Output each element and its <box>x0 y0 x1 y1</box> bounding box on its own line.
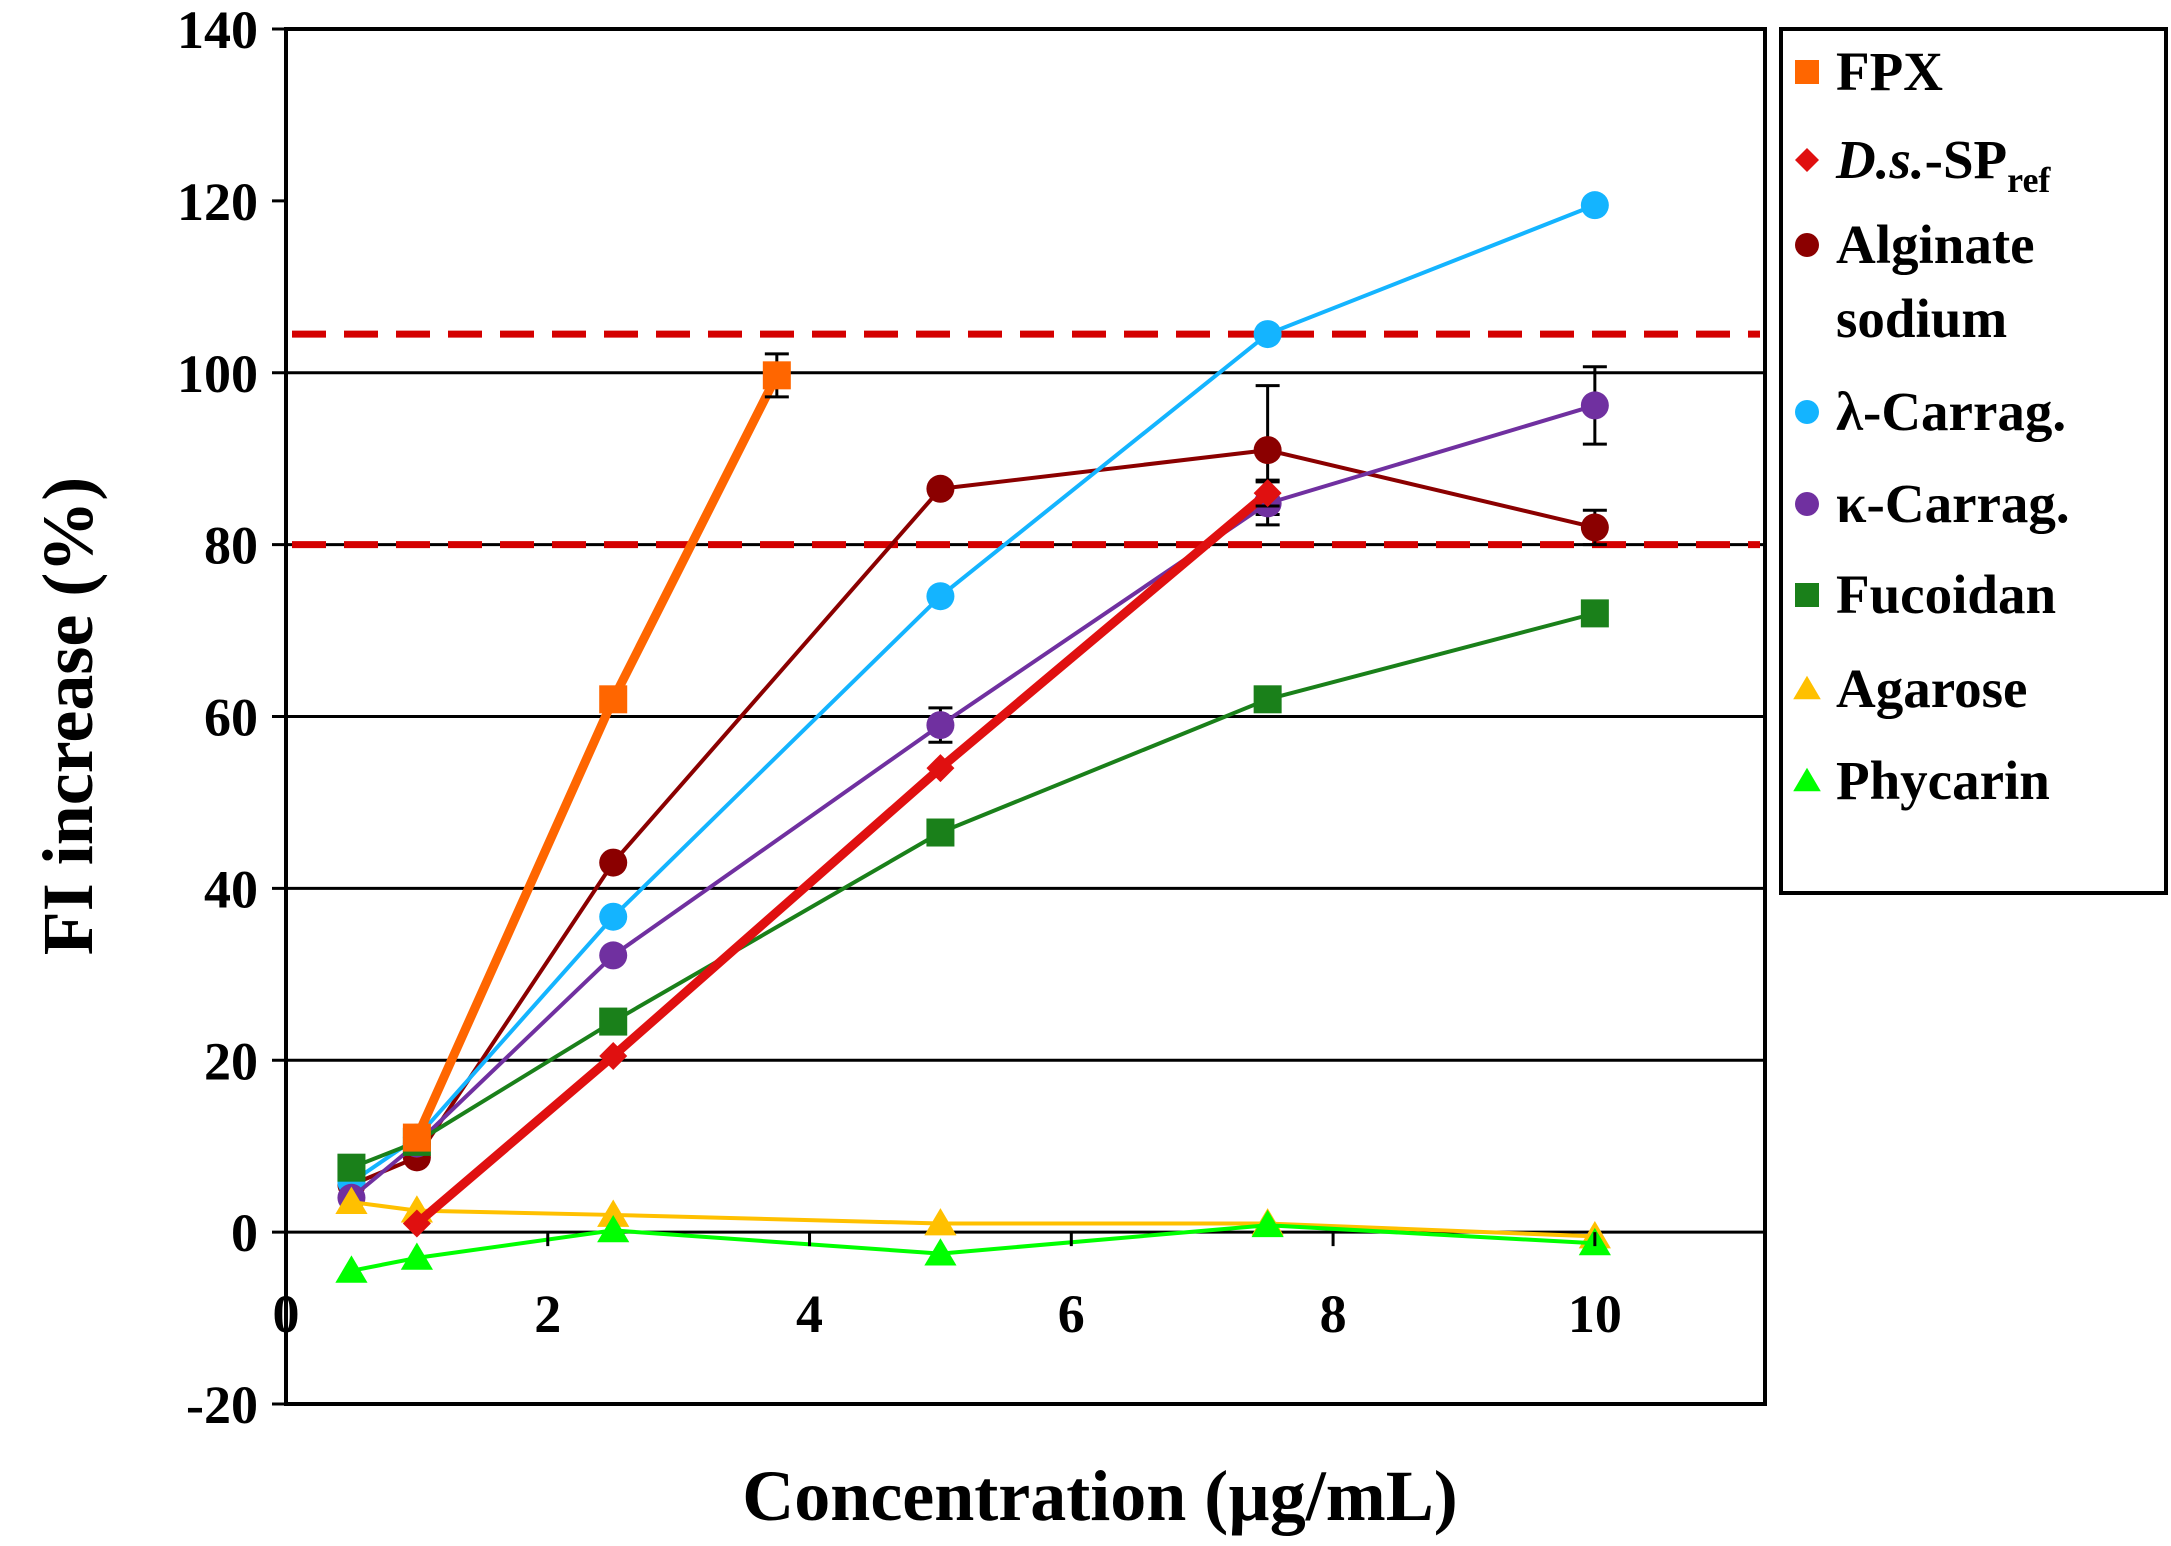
y-tick-label: 140 <box>177 0 258 60</box>
x-axis-title: Concentration (µg/mL) <box>742 1456 1457 1536</box>
series-line <box>413 489 1271 1227</box>
legend-entry: κ-Carrag. <box>1795 473 2070 534</box>
y-tick-label: 40 <box>204 859 258 919</box>
series-layer <box>335 191 1611 1283</box>
x-tick-label: 6 <box>1058 1284 1085 1344</box>
data-point <box>926 474 955 503</box>
y-tick-label: 0 <box>231 1203 258 1263</box>
y-tick-label: 80 <box>204 516 258 576</box>
series--carrag- <box>337 365 1609 1212</box>
series-agarose <box>335 1186 1611 1249</box>
x-tick-label: 2 <box>534 1284 561 1344</box>
legend-box <box>1779 27 2168 895</box>
legend-label: FPX <box>1836 41 1943 102</box>
legend-marker <box>1795 583 1819 607</box>
legend-label: sodium <box>1836 288 2007 349</box>
data-point <box>400 1242 433 1270</box>
legend-label: Alginate <box>1836 214 2035 275</box>
legend-label: Fucoidan <box>1836 564 2056 625</box>
legend-marker <box>1795 233 1819 257</box>
y-axis-title: FI increase (%) <box>28 477 108 956</box>
series-line <box>350 611 1596 1170</box>
data-point <box>1580 391 1609 420</box>
data-point <box>1580 191 1609 220</box>
legend-marker <box>1795 400 1819 424</box>
legend-label: λ-Carrag. <box>1836 381 2066 442</box>
legend-entry: Alginate sodium <box>1795 214 2035 349</box>
y-tick-label: 120 <box>177 172 258 232</box>
data-point <box>1253 685 1282 714</box>
data-point <box>335 1255 368 1283</box>
data-point <box>924 1238 957 1266</box>
data-point <box>337 1153 366 1182</box>
legend-label: D.s.-SPref <box>1835 129 2051 200</box>
series-line <box>350 203 1596 1184</box>
series-line <box>350 403 1596 1200</box>
series-line <box>351 1223 1595 1273</box>
y-axis-ticks: -20 0 20 40 60 80 100 120 140 <box>177 0 286 1435</box>
data-point <box>924 1208 957 1236</box>
legend-marker <box>1793 767 1821 792</box>
data-point <box>599 848 628 877</box>
data-point <box>1253 320 1282 349</box>
legend-entry: FPX <box>1795 41 1943 102</box>
data-point <box>926 818 955 847</box>
series-fpx <box>402 352 791 1152</box>
x-tick-label: 10 <box>1568 1284 1622 1344</box>
data-point <box>597 1199 630 1227</box>
data-point <box>402 1123 431 1152</box>
y-tick-label: 20 <box>204 1031 258 1091</box>
data-point <box>599 685 628 714</box>
legend-label-suffix: -SP <box>1925 129 2008 190</box>
legend-label: κ-Carrag. <box>1836 473 2070 534</box>
y-tick-label: 60 <box>204 688 258 748</box>
legend-marker <box>1795 60 1819 84</box>
legend-marker <box>1795 492 1819 516</box>
series-phycarin <box>335 1209 1611 1283</box>
series-line <box>351 1200 1595 1239</box>
data-point <box>597 1215 630 1243</box>
y-tick-label: 100 <box>177 344 258 404</box>
legend-marker <box>1795 148 1819 172</box>
series-alginate-sodium <box>337 384 1609 1199</box>
data-point <box>1253 479 1282 508</box>
legend-label-italic: D.s. <box>1835 129 1925 190</box>
x-tick-label: 0 <box>273 1284 300 1344</box>
data-point <box>599 902 628 931</box>
x-tick-label: 4 <box>796 1284 823 1344</box>
legend-entry: Fucoidan <box>1795 564 2056 625</box>
legend-label: Phycarin <box>1836 750 2050 811</box>
legend-entry: D.s.-SPref <box>1795 129 2051 200</box>
data-point <box>402 1209 431 1238</box>
series-line <box>412 373 781 1140</box>
x-axis-ticks: 0 2 4 6 8 10 <box>273 1232 1622 1344</box>
data-point <box>926 582 955 611</box>
data-point <box>335 1186 368 1214</box>
data-point <box>1253 436 1282 465</box>
data-point <box>1580 513 1609 542</box>
gridlines <box>286 371 1765 1234</box>
legend-entry: Agarose <box>1793 658 2027 719</box>
legend-label-subscript: ref <box>2007 160 2051 200</box>
legend-marker <box>1793 675 1821 700</box>
series--carrag- <box>337 191 1609 1197</box>
data-point <box>762 361 791 390</box>
x-tick-label: 8 <box>1320 1284 1347 1344</box>
legend-entry: λ-Carrag. <box>1795 381 2066 442</box>
data-point <box>926 711 955 740</box>
data-point <box>1580 599 1609 628</box>
reference-lines <box>292 330 1760 549</box>
data-point <box>599 1007 628 1036</box>
data-point <box>1251 1209 1284 1238</box>
legend: FPX D.s.-SPref Alginate sodium λ-Carrag. κ-Ca… <box>1779 27 2168 895</box>
y-tick-label: -20 <box>186 1375 258 1435</box>
legend-label: Agarose <box>1836 658 2027 719</box>
series-d-s-spref <box>402 478 1282 1238</box>
data-point <box>599 1041 628 1070</box>
legend-entries: FPX D.s.-SPref Alginate sodium λ-Carrag. κ-Ca… <box>1793 41 2070 811</box>
data-point <box>599 941 628 970</box>
legend-entry: Phycarin <box>1793 750 2050 811</box>
data-point <box>926 754 955 783</box>
